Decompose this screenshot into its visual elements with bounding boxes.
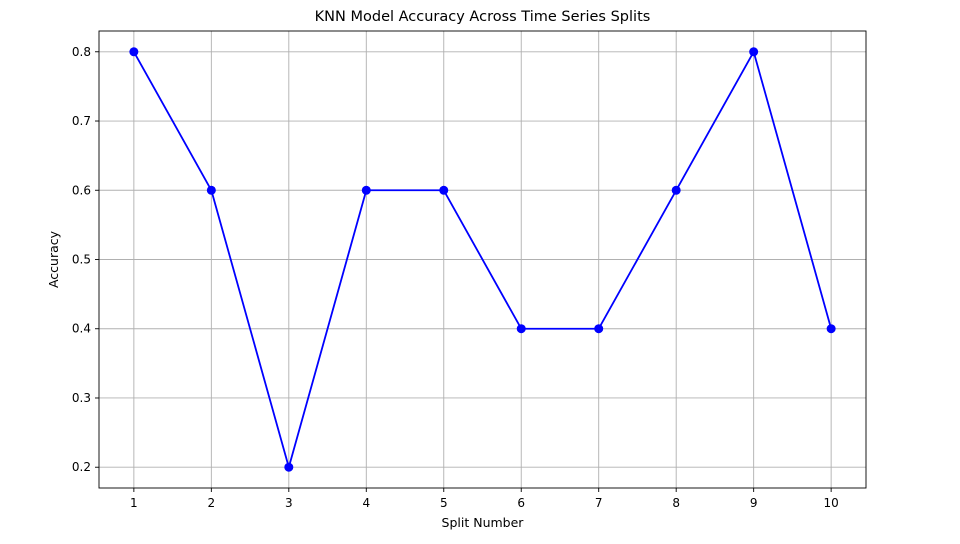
y-axis-label: Accuracy — [46, 230, 61, 288]
data-point — [284, 462, 294, 472]
data-point — [439, 185, 449, 195]
y-tick-label: 0.2 — [72, 460, 91, 474]
x-tick-label: 6 — [517, 496, 525, 510]
x-axis-label: Split Number — [442, 515, 525, 530]
data-point — [749, 47, 759, 57]
x-tick-label: 2 — [208, 496, 216, 510]
x-tick-label: 7 — [595, 496, 603, 510]
data-point — [129, 47, 139, 57]
x-tick-label: 4 — [362, 496, 370, 510]
x-tick-label: 5 — [440, 496, 448, 510]
y-tick-label: 0.3 — [72, 391, 91, 405]
x-tick-label: 3 — [285, 496, 293, 510]
data-point — [671, 185, 681, 195]
y-tick-label: 0.8 — [72, 45, 91, 59]
y-tick-label: 0.5 — [72, 253, 91, 267]
chart-title: KNN Model Accuracy Across Time Series Sp… — [315, 9, 651, 25]
data-point — [361, 185, 371, 195]
x-tick-label: 9 — [750, 496, 758, 510]
x-tick-label: 10 — [823, 496, 838, 510]
series-line — [133, 50, 833, 469]
data-point — [206, 185, 216, 195]
y-tick-label: 0.6 — [72, 183, 91, 197]
data-point — [826, 324, 836, 334]
x-tick-label: 1 — [130, 496, 138, 510]
series — [129, 47, 836, 472]
x-tick-label: 8 — [672, 496, 680, 510]
y-tick-label: 0.4 — [72, 322, 91, 336]
data-point — [516, 324, 526, 334]
y-tick-label: 0.7 — [72, 114, 91, 128]
ticks: 1 2 3 4 5 6 7 8 9 10 0.2 0.3 0.4 0.5 0.6 0.7 0.8 — [72, 45, 839, 510]
data-point — [594, 324, 604, 334]
